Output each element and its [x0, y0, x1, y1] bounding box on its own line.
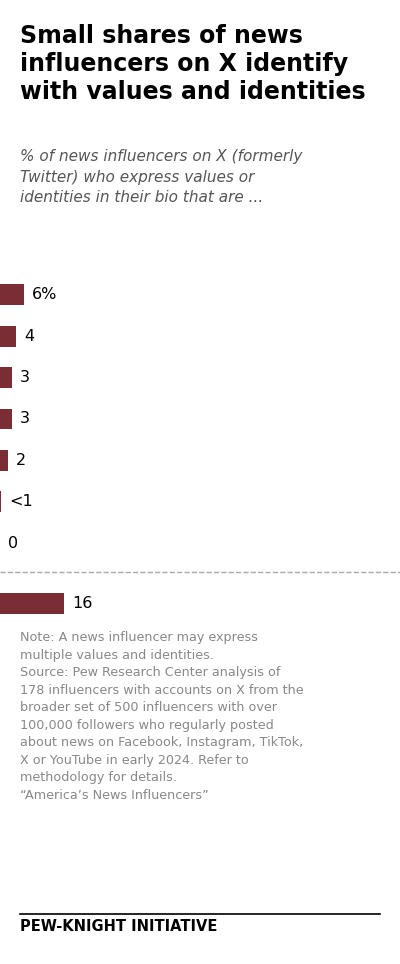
Text: 4: 4 [24, 329, 34, 343]
Text: 16: 16 [72, 596, 92, 610]
Bar [0, 593, 64, 613]
Text: PEW-KNIGHT INITIATIVE: PEW-KNIGHT INITIATIVE [20, 919, 217, 934]
Bar [0, 492, 1, 512]
Bar [0, 326, 16, 346]
Bar [0, 367, 12, 388]
Text: 3: 3 [20, 370, 30, 385]
Text: 2: 2 [16, 453, 26, 468]
Text: Note: A news influencer may express
multiple values and identities.
Source: Pew : Note: A news influencer may express mult… [20, 631, 304, 802]
Text: 6%: 6% [32, 287, 57, 303]
Text: Small shares of news
influencers on X identify
with values and identities: Small shares of news influencers on X id… [20, 24, 366, 104]
Text: <1: <1 [9, 495, 33, 509]
Bar [0, 284, 24, 305]
Text: 0: 0 [8, 536, 18, 550]
Text: % of news influencers on ​X​ (formerly
Twitter) who express values or
identities: % of news influencers on ​X​ (formerly T… [20, 149, 302, 205]
Bar [0, 450, 8, 470]
Bar [0, 409, 12, 429]
Text: 3: 3 [20, 412, 30, 426]
